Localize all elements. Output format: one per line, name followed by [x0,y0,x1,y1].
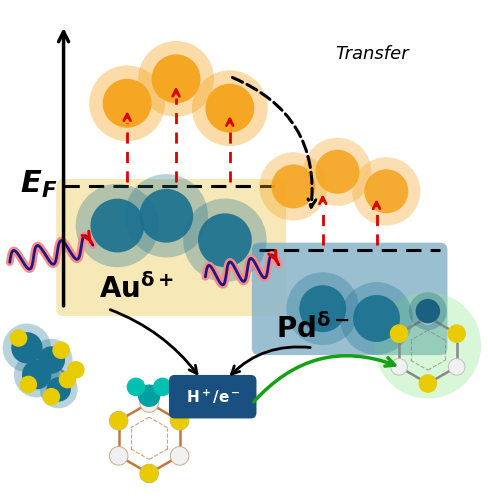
Circle shape [418,308,436,326]
Circle shape [42,388,60,406]
Circle shape [139,464,159,483]
Circle shape [389,324,407,343]
Circle shape [138,384,160,407]
Circle shape [315,150,359,194]
Circle shape [183,198,266,282]
Circle shape [169,411,189,430]
Circle shape [10,329,27,347]
Circle shape [151,54,200,104]
Circle shape [447,324,465,343]
Circle shape [286,272,358,345]
Circle shape [89,66,165,141]
Circle shape [364,170,407,214]
Circle shape [340,282,412,355]
Circle shape [299,285,346,332]
Circle shape [90,198,144,252]
Circle shape [52,342,70,359]
Circle shape [390,359,406,374]
Circle shape [259,152,327,220]
Circle shape [408,292,446,330]
Circle shape [2,324,51,372]
Circle shape [389,325,407,342]
Circle shape [205,84,254,132]
Circle shape [139,394,159,413]
Circle shape [109,411,128,430]
Text: $\mathbf{Pd^{\delta-}}$: $\mathbf{Pd^{\delta-}}$ [275,313,349,344]
Circle shape [447,325,465,342]
Circle shape [67,361,84,378]
FancyBboxPatch shape [251,242,447,355]
Circle shape [102,79,151,128]
Circle shape [170,412,188,430]
Circle shape [389,358,407,376]
Circle shape [419,309,435,325]
Circle shape [139,189,193,242]
Text: $\mathbf{Au^{\delta+}}$: $\mathbf{Au^{\delta+}}$ [99,274,174,304]
Circle shape [303,138,371,206]
Circle shape [351,157,420,226]
Circle shape [198,214,251,267]
Circle shape [76,184,159,267]
Circle shape [169,446,189,466]
FancyBboxPatch shape [56,179,285,316]
Circle shape [140,394,158,412]
Text: $\bfit{E}_{\bfit{F}}$: $\bfit{E}_{\bfit{F}}$ [20,168,57,200]
Circle shape [22,360,51,390]
Circle shape [415,299,439,324]
Circle shape [20,376,37,394]
Circle shape [153,378,171,396]
Circle shape [271,164,315,208]
Circle shape [124,174,207,258]
Circle shape [40,370,78,408]
Circle shape [138,41,214,117]
Circle shape [126,378,145,396]
Circle shape [14,352,60,398]
Circle shape [352,295,399,342]
Text: $\mathbf{H^+/e^-}$: $\mathbf{H^+/e^-}$ [185,388,240,406]
Circle shape [38,346,65,374]
Circle shape [418,374,436,393]
Circle shape [59,371,76,388]
Circle shape [140,464,158,483]
Circle shape [418,374,436,392]
Circle shape [447,358,465,376]
Circle shape [448,359,464,374]
Circle shape [110,447,127,464]
Circle shape [170,447,188,464]
Circle shape [30,339,72,381]
Circle shape [109,446,128,466]
Text: Transfer: Transfer [334,46,407,64]
Circle shape [46,377,71,402]
Circle shape [191,70,267,146]
Circle shape [11,332,42,364]
Circle shape [374,292,480,399]
Circle shape [109,412,128,430]
FancyBboxPatch shape [169,375,256,418]
